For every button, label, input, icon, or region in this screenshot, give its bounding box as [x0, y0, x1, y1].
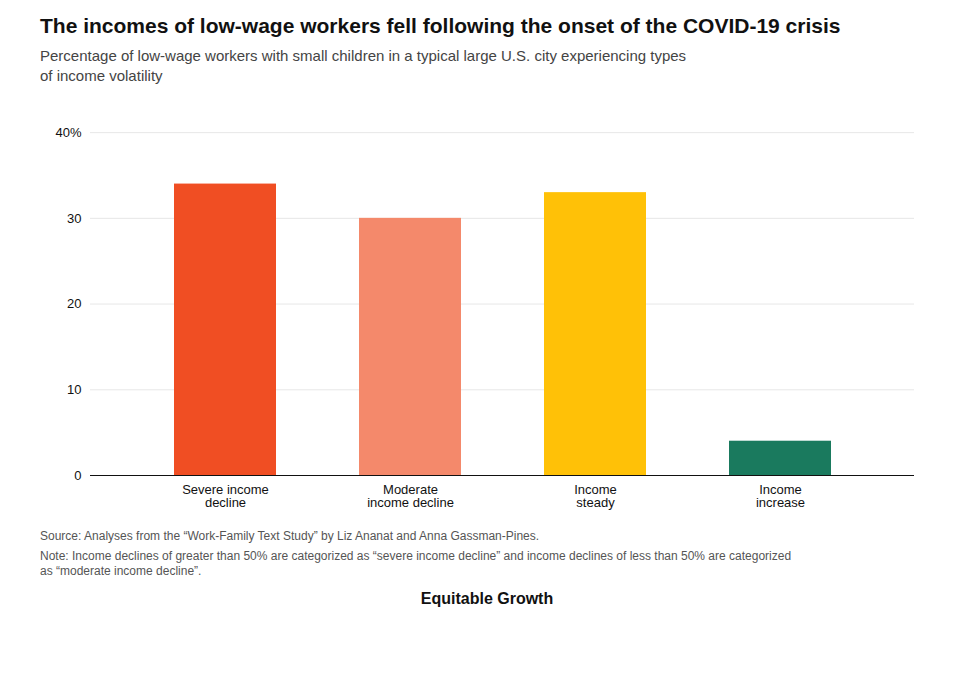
- svg-text:Incomesteady: Incomesteady: [574, 482, 617, 510]
- svg-text:Moderateincome decline: Moderateincome decline: [367, 482, 454, 510]
- html-text:Source: Analyses from the “Wor: Source: Analyses from the “Work-Family T…: [40, 529, 540, 543]
- html-text:Percentage of low-wage workers: Percentage of low-wage workers with smal…: [40, 47, 687, 84]
- svg-text:40%: 40%: [55, 125, 81, 140]
- svg-text:Incomeincrease: Incomeincrease: [756, 482, 805, 510]
- svg-text:10: 10: [67, 382, 81, 397]
- svg-text:30: 30: [67, 211, 81, 226]
- svg-text:0: 0: [74, 468, 81, 483]
- html-text:Note: Income declines of great: Note: Income declines of greater than 50…: [40, 548, 792, 579]
- svg-text:Severe incomedecline: Severe incomedecline: [182, 482, 269, 510]
- html-text:The incomes of low-wage worker: The incomes of low-wage workers fell fol…: [40, 14, 841, 37]
- svg-text:20: 20: [67, 296, 81, 311]
- html-text:Equitable Growth: Equitable Growth: [420, 589, 554, 607]
